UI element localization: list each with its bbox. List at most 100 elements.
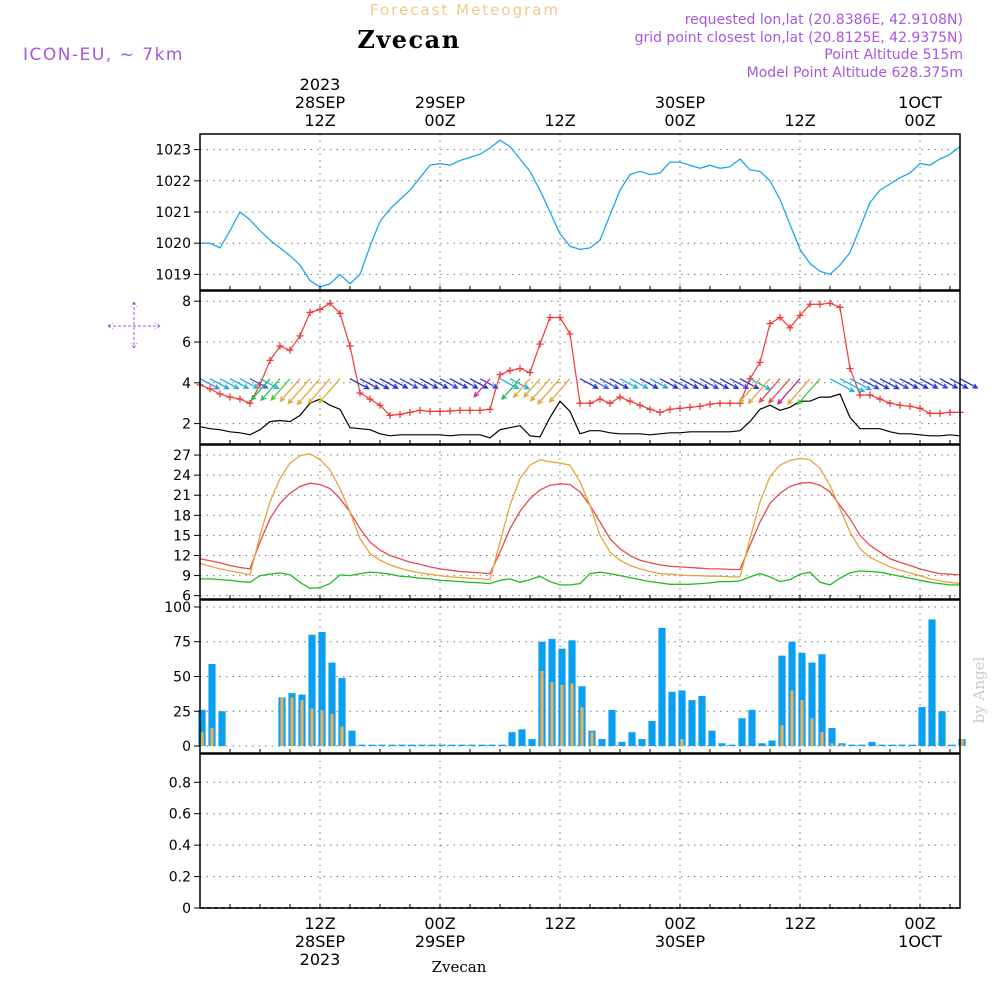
low-cloud-bar — [590, 732, 594, 747]
wind-direction-arrow — [501, 378, 521, 401]
gust-marker — [416, 406, 424, 414]
time-label-bottom: 30SEP — [655, 932, 706, 951]
wind-direction-arrow — [209, 378, 230, 390]
time-label-bottom: 28SEP — [295, 932, 346, 951]
gust-marker — [726, 399, 734, 407]
gust-marker — [856, 391, 864, 399]
total-cloud-bar — [438, 744, 446, 747]
y-tick-label: 0.2 — [169, 870, 191, 886]
wind-direction-arrow — [536, 378, 561, 406]
y-tick-label: 1019 — [155, 267, 191, 283]
panel-frame — [199, 133, 961, 291]
wind-direction-arrow — [786, 378, 811, 406]
y-tick-label: 0.4 — [169, 838, 191, 854]
gust-marker — [866, 391, 874, 399]
gust-marker — [356, 389, 364, 397]
time-label-top: 30SEP — [655, 93, 706, 112]
model-label: ICON-EU, ~ 7km — [23, 45, 184, 65]
wind-direction-arrow — [359, 378, 380, 390]
gust-marker — [626, 397, 634, 405]
wind-direction-arrow — [239, 378, 260, 389]
gust-marker — [936, 409, 944, 417]
gust-marker — [926, 409, 934, 417]
low-cloud-bar — [300, 700, 304, 747]
wind-direction-arrow — [599, 378, 620, 390]
total-cloud-bar — [888, 744, 896, 747]
point-altitude: Point Altitude 515m — [824, 47, 963, 63]
gust-marker — [456, 406, 464, 414]
total-cloud-bar — [798, 652, 806, 747]
y-tick-label: 6 — [182, 335, 191, 351]
wind-direction-arrow — [369, 378, 390, 390]
gust-marker — [826, 299, 834, 307]
wind-direction-arrow — [669, 378, 690, 389]
gust-marker — [296, 332, 304, 340]
gust-marker — [556, 314, 564, 322]
wind-direction-arrow — [579, 378, 599, 389]
gust-marker — [576, 399, 584, 407]
total-cloud-bar — [658, 627, 666, 747]
wind-direction-arrow — [919, 378, 939, 389]
total-cloud-bar — [598, 739, 606, 747]
y-tick-label: 4 — [182, 376, 191, 392]
grid-point-coords: grid point closest lon,lat (20.8125E, 42… — [635, 30, 963, 46]
gust-marker — [406, 408, 414, 416]
y-tick-label: 25 — [173, 704, 191, 720]
wind-direction-arrow — [747, 378, 771, 405]
gust-marker — [616, 393, 624, 401]
dewpoint-line — [200, 570, 960, 589]
wind-direction-arrow — [259, 378, 280, 390]
gust-marker — [246, 399, 254, 407]
low-cloud-bar — [840, 744, 844, 747]
total-cloud-bar — [738, 718, 746, 747]
panel-frame — [199, 444, 961, 600]
total-cloud-bar — [468, 744, 476, 747]
gust-marker — [606, 399, 614, 407]
total-cloud-bar — [818, 654, 826, 747]
wind-direction-arrow — [939, 378, 959, 389]
gust-marker — [836, 303, 844, 311]
wind-direction-arrow — [473, 378, 491, 398]
panel-frame — [199, 753, 961, 909]
total-cloud-bar — [218, 711, 226, 747]
total-cloud-bar — [758, 743, 766, 747]
total-cloud-bar — [418, 744, 426, 747]
gust-marker — [436, 407, 444, 415]
total-cloud-bar — [948, 744, 956, 747]
wind-direction-arrow — [659, 378, 679, 389]
wind-direction-arrow — [829, 378, 856, 393]
total-cloud-bar — [348, 730, 356, 747]
time-label-top: 28SEP — [295, 93, 346, 112]
wind-direction-arrow — [249, 378, 269, 389]
y-tick-label: 2 — [182, 417, 191, 433]
wind-direction-arrow — [270, 378, 291, 402]
total-cloud-bar — [638, 739, 646, 747]
gust-marker — [536, 340, 544, 348]
time-label-top: 1OCT — [898, 93, 942, 112]
total-cloud-bar — [678, 690, 686, 747]
total-cloud-bar — [808, 662, 816, 747]
gust-marker — [206, 385, 214, 393]
gust-marker — [516, 365, 524, 373]
gust-marker — [236, 395, 244, 403]
total-cloud-bar — [458, 744, 466, 747]
gust-marker — [266, 356, 274, 364]
wind-direction-arrow — [499, 378, 520, 390]
low-cloud-bar — [960, 739, 964, 747]
wind-direction-arrow — [879, 378, 900, 390]
gust-marker — [896, 401, 904, 409]
time-label-bottom: 12Z — [304, 914, 335, 933]
gust-marker — [906, 402, 914, 410]
total-cloud-bar — [898, 744, 906, 747]
total-cloud-bar — [668, 691, 676, 747]
chart-main-title: Forecast Meteogram — [370, 1, 560, 19]
wind-direction-arrow — [649, 378, 669, 389]
total-cloud-bar — [688, 700, 696, 747]
y-tick-label: 1021 — [155, 205, 191, 221]
low-cloud-bar — [560, 684, 564, 747]
total-cloud-bar — [448, 744, 456, 747]
total-cloud-bar — [648, 721, 656, 747]
panel-frames — [194, 133, 961, 909]
wind-direction-arrow — [509, 378, 531, 390]
gust-marker — [876, 395, 884, 403]
